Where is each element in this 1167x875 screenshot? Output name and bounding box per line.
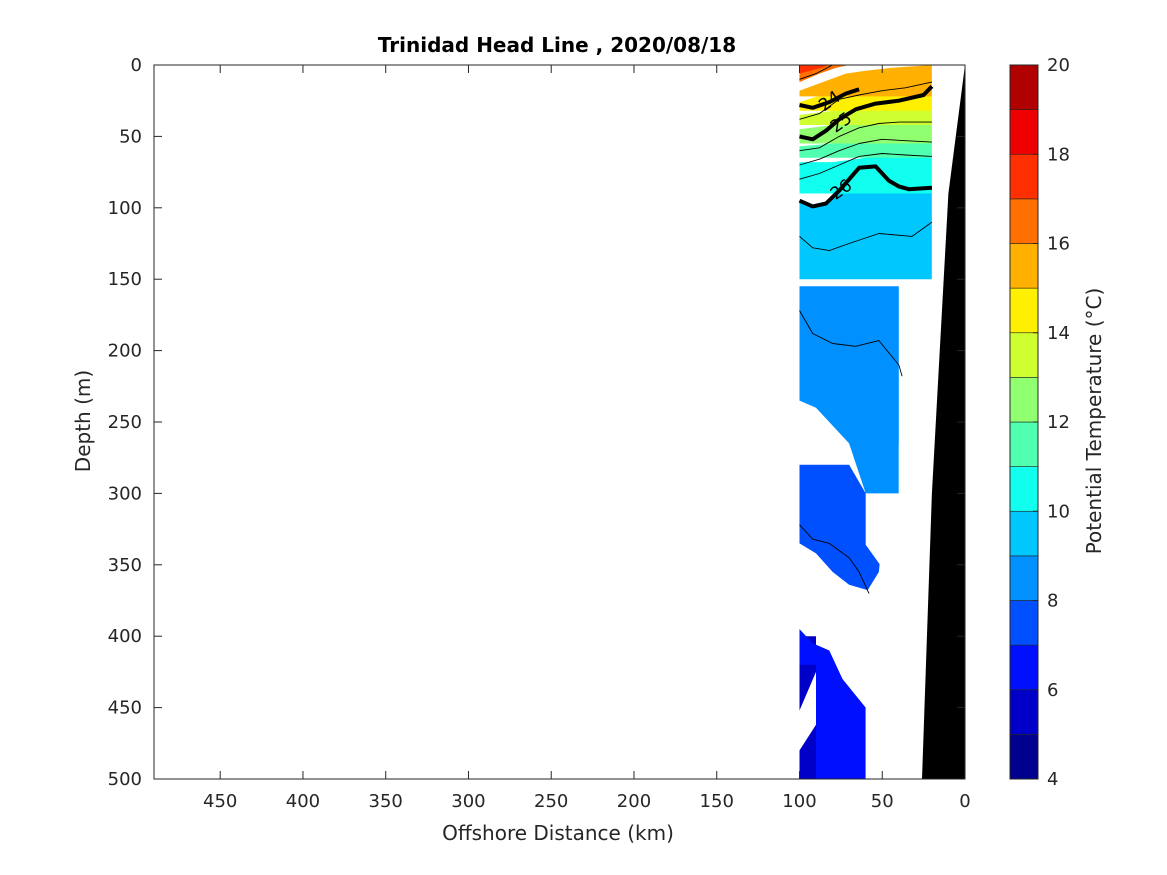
bathymetry-bottom bbox=[922, 65, 965, 779]
y-tick-label: 400 bbox=[108, 626, 142, 647]
colorbar-tick-label: 6 bbox=[1047, 680, 1058, 701]
density-contour bbox=[799, 221, 933, 252]
density-contour bbox=[799, 138, 932, 166]
colorbar-segment bbox=[1009, 466, 1039, 512]
colorbar-segment bbox=[1009, 689, 1039, 735]
density-contour-bold bbox=[798, 164, 933, 209]
colorbar-tick-label: 16 bbox=[1047, 234, 1070, 255]
colorbar-segment bbox=[1009, 153, 1039, 200]
y-tick-label: 250 bbox=[108, 412, 142, 433]
y-tick-label: 350 bbox=[108, 555, 142, 576]
chart-title: Trinidad Head Line , 2020/08/18 bbox=[378, 33, 736, 57]
colorbar-tick-label: 10 bbox=[1047, 501, 1070, 522]
x-tick-label: 0 bbox=[959, 791, 970, 812]
colorbar-segment bbox=[1009, 243, 1039, 289]
temperature-band bbox=[799, 150, 932, 194]
x-tick-label: 350 bbox=[369, 791, 403, 812]
y-tick-label: 50 bbox=[119, 126, 142, 147]
temperature-band bbox=[799, 165, 932, 280]
temperature-band bbox=[799, 629, 866, 779]
colorbar-segment bbox=[1009, 421, 1039, 467]
colorbar-segment bbox=[1009, 377, 1039, 423]
x-axis-label: Offshore Distance (km) bbox=[442, 821, 674, 845]
density-contour bbox=[799, 81, 932, 120]
density-contour-bold bbox=[799, 85, 934, 142]
colorbar-segment bbox=[1009, 64, 1039, 110]
colorbar-tick-label: 20 bbox=[1047, 55, 1070, 76]
colorbar-segment bbox=[1009, 734, 1039, 780]
colorbar-segment bbox=[1009, 109, 1039, 155]
x-tick-label: 50 bbox=[871, 791, 894, 812]
colorbar-segment bbox=[1009, 198, 1039, 244]
density-contour bbox=[799, 153, 932, 180]
colorbar-tick-label: 8 bbox=[1047, 591, 1058, 612]
colorbar: 4 6 8 10 12 14 16 18 20 bbox=[1009, 55, 1070, 790]
colorbar-segment bbox=[1009, 332, 1039, 378]
colorbar-segment bbox=[1009, 555, 1039, 601]
y-tick-label: 0 bbox=[131, 55, 142, 76]
colorbar-tick-label: 12 bbox=[1047, 412, 1070, 433]
colorbar-tick-label: 14 bbox=[1047, 323, 1070, 344]
y-axis-label: Depth (m) bbox=[71, 370, 95, 472]
temperature-band bbox=[799, 65, 830, 74]
y-tick-label: 450 bbox=[108, 698, 142, 719]
colorbar-segment bbox=[1009, 510, 1039, 557]
temperature-band bbox=[799, 636, 816, 779]
temperature-band bbox=[799, 464, 883, 591]
y-tick-label: 200 bbox=[108, 341, 142, 362]
x-tick-label: 150 bbox=[700, 791, 734, 812]
x-tick-label: 300 bbox=[451, 791, 485, 812]
y-tick-label: 300 bbox=[108, 483, 142, 504]
y-tick-label: 100 bbox=[108, 198, 142, 219]
density-contour-bold bbox=[799, 87, 860, 110]
colorbar-segment bbox=[1009, 600, 1039, 646]
x-tick-label: 250 bbox=[534, 791, 568, 812]
density-contour bbox=[799, 64, 833, 80]
colorbar-tick-label: 4 bbox=[1047, 769, 1058, 790]
temperature-band bbox=[799, 286, 899, 494]
x-tick-label: 200 bbox=[617, 791, 651, 812]
x-tick-label: 400 bbox=[286, 791, 320, 812]
colorbar-tick-label: 18 bbox=[1047, 144, 1070, 165]
density-contour bbox=[799, 524, 870, 594]
colorbar-segment bbox=[1009, 287, 1039, 334]
x-tick-label: 100 bbox=[782, 791, 816, 812]
density-contour bbox=[799, 121, 932, 152]
x-tick-label: 450 bbox=[203, 791, 237, 812]
y-axis: 0 50 100 150 200 250 300 350 400 450 500 bbox=[108, 55, 965, 790]
density-contour bbox=[799, 310, 903, 377]
y-tick-label: 500 bbox=[108, 769, 142, 790]
y-tick-label: 150 bbox=[108, 269, 142, 290]
colorbar-label: Potential Temperature (°C) bbox=[1082, 288, 1106, 555]
colorbar-segment bbox=[1009, 644, 1039, 691]
x-axis: 450 400 350 300 250 200 150 100 50 0 bbox=[203, 65, 971, 812]
